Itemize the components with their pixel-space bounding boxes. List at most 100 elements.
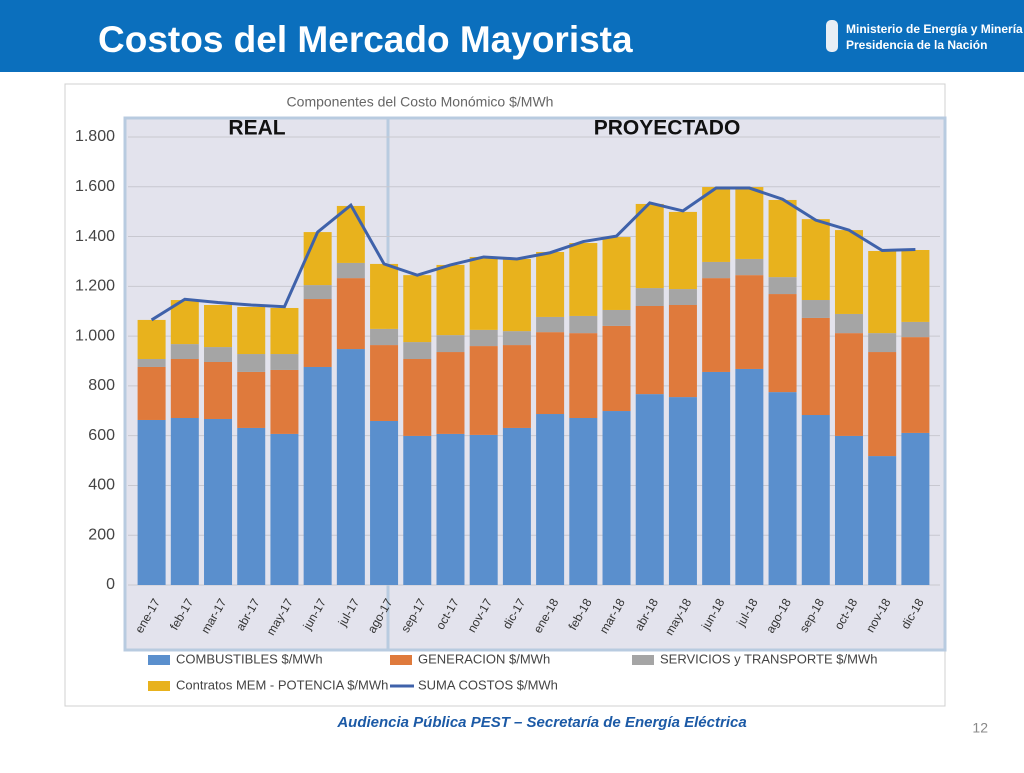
bar-segment (834, 230, 863, 314)
bar-segment (868, 456, 897, 585)
bar-segment (204, 361, 233, 419)
y-tick-label: 800 (88, 377, 115, 394)
slide-title: Costos del Mercado Mayorista (98, 19, 633, 60)
bar-segment (137, 366, 166, 420)
bar-segment (469, 329, 498, 347)
bar-segment (602, 309, 631, 326)
bar-segment (336, 349, 365, 585)
bar-segment (702, 261, 731, 279)
bar-segment (602, 325, 631, 412)
bar-segment (204, 305, 233, 348)
bar-segment (403, 359, 432, 436)
bar-segment (569, 315, 598, 334)
bar-segment (336, 278, 365, 350)
page-number: 12 (972, 720, 988, 736)
bar-segment (635, 305, 664, 395)
bar-segment (436, 352, 465, 434)
legend-swatch (390, 655, 412, 665)
legend-label: GENERACION $/MWh (418, 651, 550, 666)
bar-segment (868, 333, 897, 353)
emblem (826, 20, 838, 52)
bar-segment (668, 305, 697, 398)
bar-segment (336, 262, 365, 279)
y-tick-label: 200 (88, 526, 115, 543)
bar-segment (270, 433, 299, 585)
bar-segment (569, 333, 598, 418)
bar-segment (502, 258, 531, 332)
bar-segment (403, 435, 432, 585)
bar-segment (270, 369, 299, 434)
y-tick-label: 0 (106, 576, 115, 593)
org-line: Ministerio de Energía y Minería (846, 22, 1023, 36)
header-bar (0, 0, 1024, 72)
bar-segment (436, 264, 465, 336)
bar-segment (469, 256, 498, 330)
y-tick-label: 600 (88, 427, 115, 444)
bar-segment (901, 432, 930, 585)
bar-segment (901, 337, 930, 433)
bar-segment (137, 319, 166, 360)
bar-segment (569, 417, 598, 585)
bar-segment (602, 237, 631, 310)
bar-segment (768, 294, 797, 393)
y-tick-label: 1.600 (75, 178, 115, 195)
bar-segment (702, 371, 731, 585)
bar-segment (237, 427, 266, 585)
bar-segment (801, 219, 830, 301)
bar-segment (237, 306, 266, 355)
bar-segment (137, 419, 166, 585)
bar-segment (137, 359, 166, 367)
bar-segment (502, 345, 531, 428)
bar-segment (536, 316, 565, 333)
bar-segment (370, 263, 399, 329)
y-tick-label: 1.000 (75, 327, 115, 344)
bar-segment (237, 371, 266, 428)
legend-label: SUMA COSTOS $/MWh (418, 677, 558, 692)
bar-segment (536, 332, 565, 415)
bar-segment (834, 435, 863, 585)
bar-segment (502, 331, 531, 346)
y-tick-label: 1.400 (75, 228, 115, 245)
bar-segment (536, 414, 565, 585)
bar-segment (303, 299, 332, 367)
bar-segment (403, 342, 432, 360)
chart-title: Componentes del Costo Monómico $/MWh (287, 94, 554, 110)
total-line (150, 186, 916, 322)
bar-segment (370, 345, 399, 421)
bar-segment (668, 211, 697, 290)
bar-segment (635, 394, 664, 585)
bar-segment (834, 313, 863, 334)
bar-segment (801, 415, 830, 585)
bar-segment (370, 328, 399, 346)
bar-segment (237, 354, 266, 372)
bar-segment (436, 335, 465, 353)
legend-label: SERVICIOS y TRANSPORTE $/MWh (660, 651, 877, 666)
legend-swatch (148, 681, 170, 691)
bar-segment (436, 433, 465, 585)
bar-segment (336, 205, 365, 263)
legend-swatch (148, 655, 170, 665)
bar-segment (270, 354, 299, 370)
bar-segment (502, 427, 531, 585)
annotation: REAL (228, 117, 285, 140)
bar-segment (204, 347, 233, 362)
bar-segment (901, 249, 930, 322)
bar-segment (635, 203, 664, 289)
legend-label: COMBUSTIBLES $/MWh (176, 651, 323, 666)
bar-segment (469, 346, 498, 435)
legend-label: Contratos MEM - POTENCIA $/MWh (176, 677, 388, 692)
bar-segment (735, 275, 764, 369)
bar-segment (768, 392, 797, 585)
bar-segment (270, 307, 299, 355)
bar-segment (768, 199, 797, 278)
bar-segment (801, 317, 830, 416)
bar-segment (170, 417, 199, 585)
bar-segment (170, 300, 199, 345)
bar-segment (469, 434, 498, 585)
bar-segment (735, 258, 764, 276)
bar-segment (170, 344, 199, 360)
bar-segment (735, 368, 764, 585)
bar-segment (868, 352, 897, 457)
bar-segment (668, 397, 697, 585)
